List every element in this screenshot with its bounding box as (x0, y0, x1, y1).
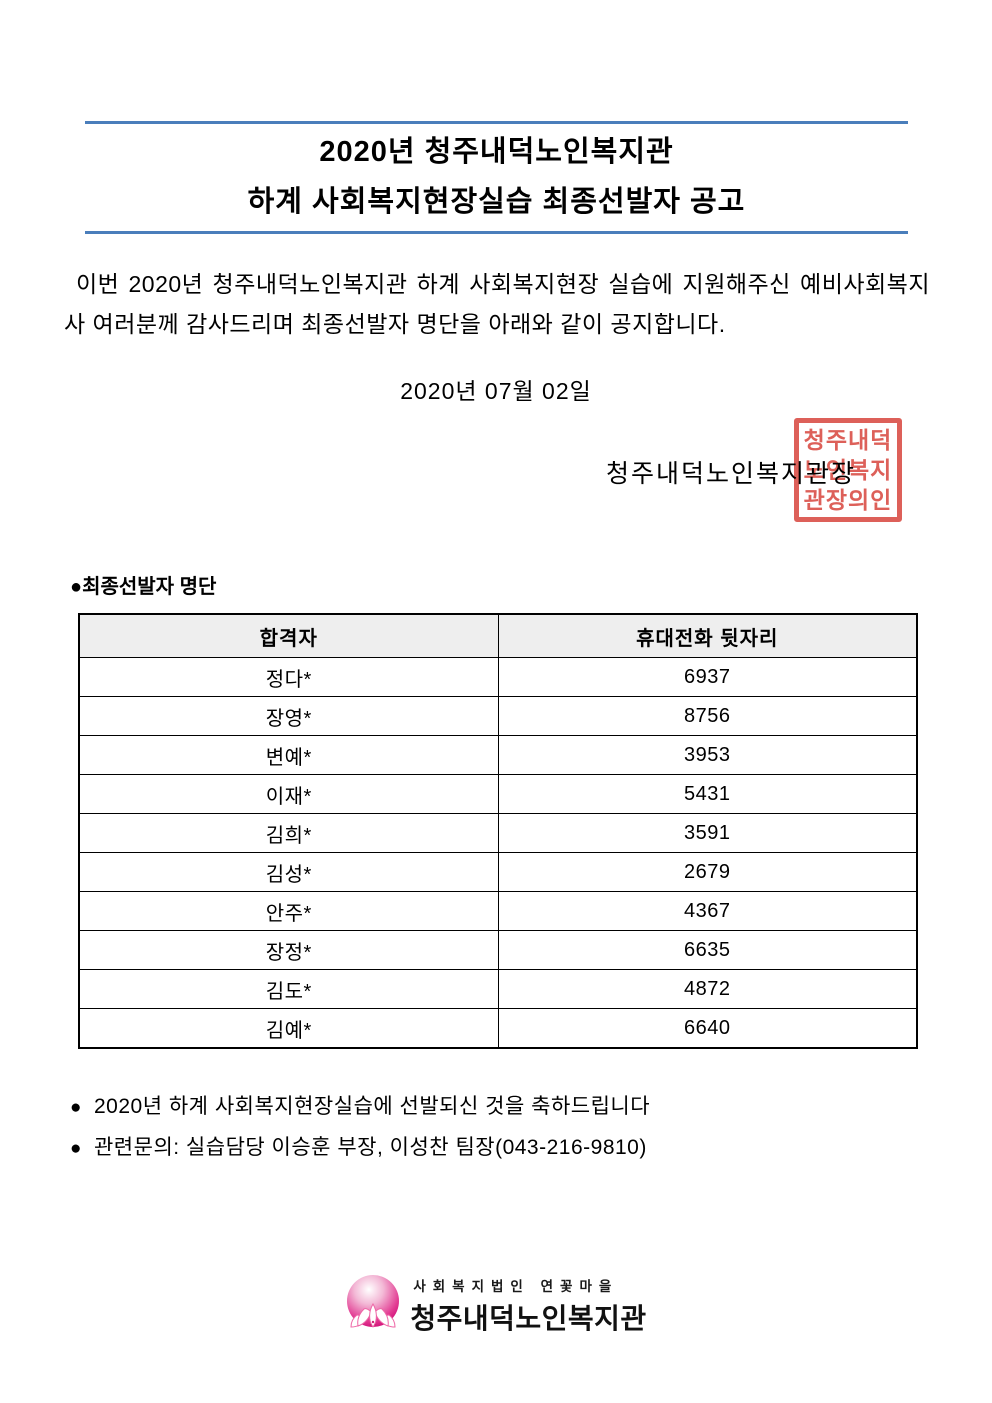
table-header-phone: 휴대전화 뒷자리 (497, 613, 918, 658)
page-title-line2: 하계 사회복지현장실습 최종선발자 공고 (247, 186, 746, 218)
notes-section: ● 2020년 하계 사회복지현장실습에 선발되신 것을 축하드립니다 ● 관련문의… (70, 1094, 992, 1162)
cell-name: 김도* (78, 969, 499, 1009)
cell-phone: 5431 (497, 774, 918, 814)
cell-phone: 4872 (497, 969, 918, 1009)
section-heading: ●최종선발자 명단 (70, 576, 217, 598)
table-row: 변예* 3953 (78, 735, 918, 775)
org-small-name: 사회복지법인 연꽃마을 (413, 1278, 619, 1294)
table-row: 이재* 5431 (78, 774, 918, 814)
table-header-name: 합격자 (78, 613, 499, 658)
title-block: 2020년 청주내덕노인복지관 하계 사회복지현장실습 최종선발자 공고 (85, 121, 908, 234)
cell-name: 안주* (78, 891, 499, 931)
stamp-row: 관장의인 (803, 487, 893, 513)
cell-name: 장정* (78, 930, 499, 970)
official-seal-stamp-icon: 청주내덕 노인복지 관장의인 (794, 418, 902, 522)
signer-name: 청주내덕노인복지관장 (605, 460, 856, 488)
note-contact: ● 관련문의: 실습담당 이승훈 부장, 이성찬 팀장(043-216-9810) (70, 1135, 992, 1162)
cell-name: 이재* (78, 774, 499, 814)
note-congrats: ● 2020년 하계 사회복지현장실습에 선발되신 것을 축하드립니다 (70, 1094, 992, 1121)
table-row: 장정* 6635 (78, 930, 918, 970)
cell-phone: 6937 (497, 657, 918, 697)
table-row: 정다* 6937 (78, 657, 918, 697)
cell-phone: 6635 (497, 930, 918, 970)
cell-phone: 8756 (497, 696, 918, 736)
cell-phone: 6640 (497, 1008, 918, 1049)
org-large-name: 청주내덕노인복지관 (410, 1302, 647, 1334)
table-row: 김예* 6640 (78, 1008, 918, 1049)
signature-area: 청주내덕노인복지관장 청주내덕 노인복지 관장의인 (0, 404, 992, 554)
cell-phone: 4367 (497, 891, 918, 931)
stamp-row: 노인복지 (803, 457, 893, 483)
cell-name: 정다* (78, 657, 499, 697)
cell-name: 김희* (78, 813, 499, 853)
table-row: 김성* 2679 (78, 852, 918, 892)
intro-paragraph: 이번 2020년 청주내덕노인복지관 하계 사회복지현장 실습에 지원해주신 예… (64, 271, 930, 337)
note-text: 2020년 하계 사회복지현장실습에 선발되신 것을 축하드립니다 (93, 1095, 651, 1118)
announcement-date: 2020년 07월 02일 (400, 378, 592, 404)
bullet-icon: ● (70, 1138, 82, 1159)
table-row: 장영* 8756 (78, 696, 918, 736)
selection-table: 합격자 휴대전화 뒷자리 정다* 6937 장영* 8756 변예* 3953 … (78, 613, 918, 1049)
cell-phone: 3591 (497, 813, 918, 853)
footer-org-text: 사회복지법인 연꽃마을 청주내덕노인복지관 (410, 1275, 646, 1337)
cell-name: 김예* (78, 1008, 499, 1049)
note-text: 관련문의: 실습담당 이승훈 부장, 이성찬 팀장(043-216-9810) (93, 1136, 647, 1159)
page-title-line1: 2020년 청주내덕노인복지관 (319, 136, 674, 168)
lotus-logo-icon (345, 1274, 401, 1337)
stamp-row: 청주내덕 (803, 427, 893, 453)
cell-phone: 3953 (497, 735, 918, 775)
cell-phone: 2679 (497, 852, 918, 892)
cell-name: 변예* (78, 735, 499, 775)
table-header-row: 합격자 휴대전화 뒷자리 (78, 613, 918, 658)
cell-name: 장영* (78, 696, 499, 736)
cell-name: 김성* (78, 852, 499, 892)
table-row: 김도* 4872 (78, 969, 918, 1009)
footer-logo: 사회복지법인 연꽃마을 청주내덕노인복지관 (0, 1274, 992, 1337)
table-row: 김희* 3591 (78, 813, 918, 853)
bullet-icon: ● (70, 1097, 82, 1118)
table-row: 안주* 4367 (78, 891, 918, 931)
